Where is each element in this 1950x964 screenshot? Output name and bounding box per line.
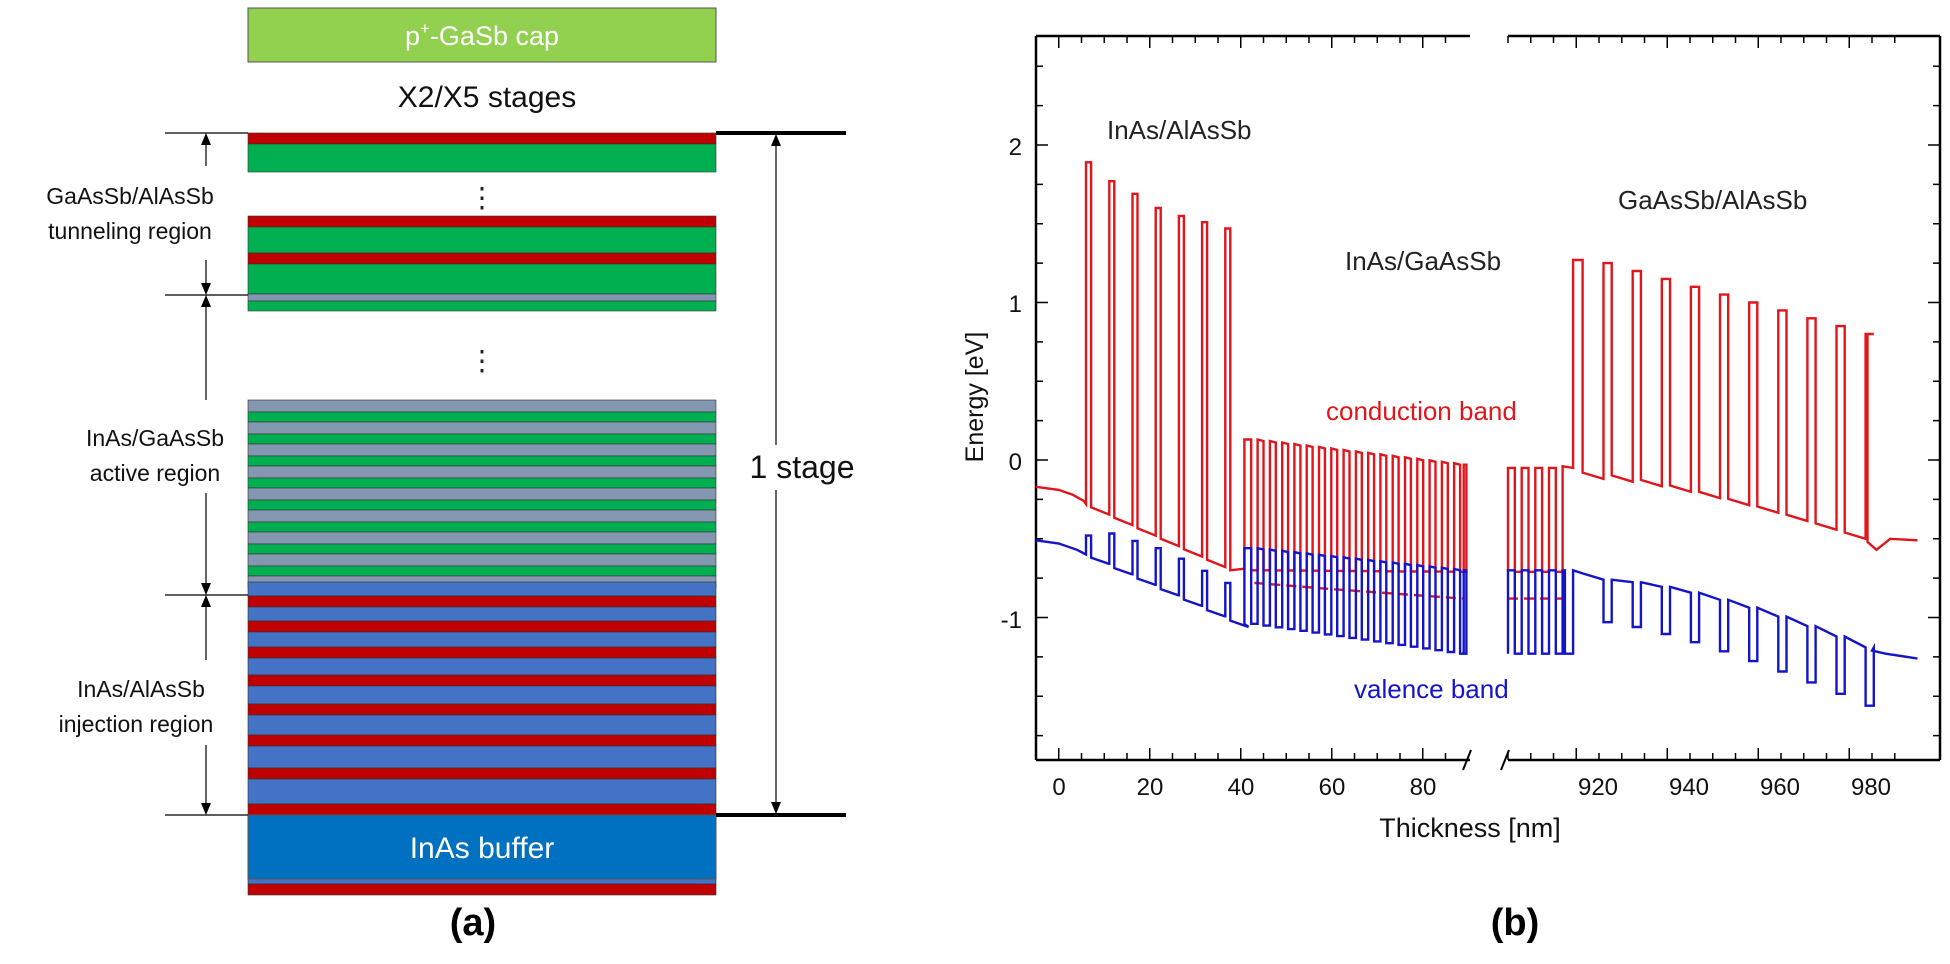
y-tick-label: 1 bbox=[1009, 291, 1022, 318]
red-layer bbox=[247, 674, 717, 687]
injection-label-1: InAs/AlAsSb bbox=[77, 676, 205, 702]
red-layer bbox=[247, 734, 717, 747]
stage-bracket bbox=[716, 131, 846, 817]
gray-layer bbox=[247, 531, 717, 545]
green-layer bbox=[247, 565, 717, 577]
stage-label: 1 stage bbox=[750, 449, 855, 485]
green-layer bbox=[247, 263, 717, 295]
blue-layer bbox=[247, 657, 717, 676]
green-layer bbox=[247, 143, 717, 173]
stages-label: X2/X5 stages bbox=[398, 81, 576, 114]
left-brackets bbox=[165, 132, 248, 816]
green-layer bbox=[247, 543, 717, 555]
green-layer bbox=[247, 411, 717, 423]
blue-layer bbox=[247, 778, 717, 805]
dots-upper: ⋮ bbox=[468, 182, 496, 213]
gray-layer bbox=[247, 553, 717, 567]
cap-layer bbox=[247, 7, 717, 63]
conduction-band-right bbox=[1506, 258, 1918, 573]
x-tick-label: 960 bbox=[1760, 774, 1800, 801]
tunneling-label-2: tunneling region bbox=[48, 218, 212, 244]
red-layer bbox=[247, 595, 717, 608]
layers-group bbox=[247, 132, 717, 896]
blue-layer bbox=[247, 714, 717, 736]
annotation-conduction-band: conduction band bbox=[1326, 396, 1517, 426]
dots-lower: ⋮ bbox=[468, 345, 496, 376]
left-arrowheads bbox=[201, 133, 211, 815]
caption-a: (a) bbox=[450, 902, 496, 944]
x-tick-label: 940 bbox=[1669, 774, 1709, 801]
y-tick-label: 0 bbox=[1009, 449, 1022, 476]
gray-layer bbox=[247, 443, 717, 457]
x-tick-label: 80 bbox=[1410, 774, 1437, 801]
green-layer bbox=[247, 477, 717, 489]
active-label-1: InAs/GaAsSb bbox=[86, 425, 224, 451]
gray-layer bbox=[247, 293, 717, 302]
green-layer bbox=[247, 455, 717, 467]
conduction-band-left bbox=[1035, 161, 1468, 573]
red-layer bbox=[247, 646, 717, 659]
tunneling-label-1: GaAsSb/AlAsSb bbox=[46, 183, 213, 209]
x-tick-label: 920 bbox=[1578, 774, 1618, 801]
red-layer bbox=[247, 803, 717, 816]
gray-layer bbox=[247, 487, 717, 501]
panel-b-band-diagram: 2 1 0 -1 0 20 40 60 80 920 940 960 980 E… bbox=[961, 34, 1942, 944]
blue-layer bbox=[247, 606, 717, 622]
y-tick-label: 2 bbox=[1009, 134, 1022, 161]
x-tick-label: 60 bbox=[1319, 774, 1346, 801]
red-layer bbox=[247, 767, 717, 780]
active-label-2: active region bbox=[90, 460, 220, 486]
caption-b: (b) bbox=[1491, 902, 1540, 944]
x-tick-label: 980 bbox=[1851, 774, 1891, 801]
annotation-inas-gaassb: InAs/GaAsSb bbox=[1345, 246, 1501, 276]
conduction-miniband-left bbox=[1254, 581, 1464, 600]
blue-layer bbox=[247, 631, 717, 648]
green-layer bbox=[247, 433, 717, 445]
red-layer bbox=[247, 215, 717, 228]
green-layer bbox=[247, 226, 717, 254]
annotation-gaassb-alassb: GaAsSb/AlAsSb bbox=[1618, 185, 1807, 215]
y-tick-label: -1 bbox=[1001, 607, 1022, 634]
tick-marks bbox=[1036, 36, 1940, 760]
gray-layer bbox=[247, 421, 717, 435]
blue-layer bbox=[247, 745, 717, 769]
buffer-label: InAs buffer bbox=[410, 832, 555, 865]
annotation-valence-band: valence band bbox=[1354, 674, 1509, 704]
x-tick-labels: 0 20 40 60 80 920 940 960 980 bbox=[1052, 774, 1891, 801]
x-axis-label: Thickness [nm] bbox=[1379, 813, 1561, 843]
green-layer bbox=[247, 300, 717, 312]
valence-band-left bbox=[1035, 532, 1468, 655]
gray-layer bbox=[247, 399, 717, 413]
x-tick-label: 40 bbox=[1228, 774, 1255, 801]
injection-label-2: injection region bbox=[59, 711, 214, 737]
valence-band-right bbox=[1506, 568, 1918, 707]
gray-layer bbox=[247, 465, 717, 479]
blue-layer bbox=[247, 581, 717, 597]
y-axis-label: Energy [eV] bbox=[961, 332, 989, 463]
annotation-inas-alassb: InAs/AlAsSb bbox=[1107, 115, 1252, 145]
red-layer bbox=[247, 883, 717, 896]
red-layer bbox=[247, 132, 717, 145]
red-layer bbox=[247, 703, 717, 716]
gray-layer bbox=[247, 509, 717, 523]
panel-a-layer-stack: p+-GaSb cap X2/X5 stages ⋮ ⋮ InAs buffer bbox=[46, 7, 855, 944]
red-layer bbox=[247, 620, 717, 633]
green-layer bbox=[247, 499, 717, 511]
buffer-layer bbox=[247, 814, 717, 880]
red-layer bbox=[247, 252, 717, 265]
x-tick-label: 0 bbox=[1052, 774, 1065, 801]
plot-frame bbox=[1034, 34, 1942, 762]
cap-label: p+-GaSb cap bbox=[405, 19, 559, 51]
y-tick-labels: 2 1 0 -1 bbox=[1001, 134, 1022, 634]
blue-layer bbox=[247, 685, 717, 705]
band-curves bbox=[1035, 161, 1918, 707]
x-tick-label: 20 bbox=[1137, 774, 1164, 801]
green-layer bbox=[247, 521, 717, 533]
